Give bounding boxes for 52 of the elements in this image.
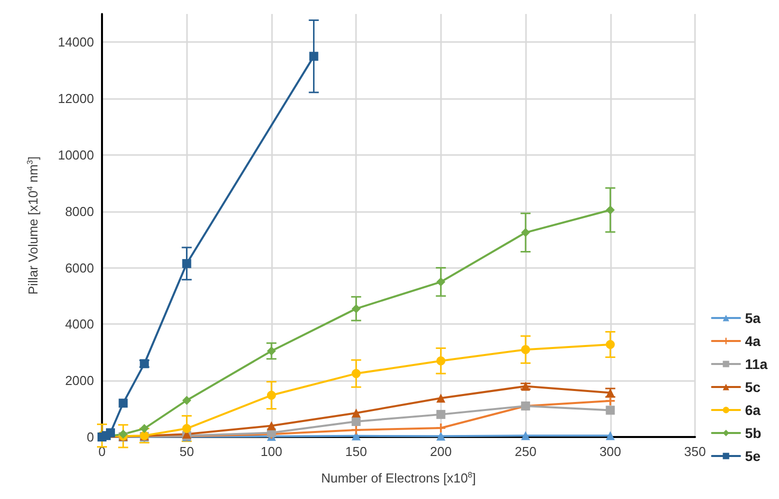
y-tick-label: 8000 xyxy=(65,204,94,219)
point xyxy=(140,424,149,434)
point xyxy=(352,304,361,314)
legend-label: 5a xyxy=(745,310,761,326)
point xyxy=(436,356,446,366)
point xyxy=(606,396,615,406)
y-tick-label: 10000 xyxy=(58,148,94,162)
x-tick-label: 50 xyxy=(179,444,194,459)
point xyxy=(352,369,361,378)
x-tick-label: 150 xyxy=(345,444,367,459)
point xyxy=(521,345,530,354)
x-tick-label: 300 xyxy=(599,444,622,459)
point xyxy=(436,277,446,286)
point xyxy=(106,428,115,438)
legend-label: 5e xyxy=(745,448,761,464)
y-tick-label: 0 xyxy=(86,430,94,444)
point xyxy=(606,431,615,440)
y-tick-label: 6000 xyxy=(65,260,94,276)
point xyxy=(436,394,446,403)
point xyxy=(309,52,318,61)
point xyxy=(352,425,361,434)
legend-label: 5b xyxy=(745,425,762,441)
point xyxy=(436,432,446,441)
y-tick-label: 4000 xyxy=(65,316,94,332)
x-tick-label: 350 xyxy=(684,444,706,459)
y-tick-label: 12000 xyxy=(58,91,94,106)
point xyxy=(436,423,446,432)
point xyxy=(521,431,530,440)
x-tick-label: 100 xyxy=(260,444,282,459)
legend-label: 5c xyxy=(745,379,761,395)
point xyxy=(266,421,276,430)
point xyxy=(606,340,615,349)
legend-label: 11a xyxy=(745,356,768,372)
point xyxy=(182,396,192,405)
x-tick-label: 200 xyxy=(430,444,452,459)
point xyxy=(606,406,615,415)
point xyxy=(118,398,128,408)
point xyxy=(352,416,361,426)
x-tick-label: 250 xyxy=(514,444,536,459)
legend-label: 6a xyxy=(745,402,761,418)
point xyxy=(352,408,361,418)
point xyxy=(436,410,446,419)
point xyxy=(521,228,530,238)
y-axis-title: Pillar Volume [x104 nm3] xyxy=(26,156,40,295)
y-tick-label: 2000 xyxy=(65,373,94,388)
point xyxy=(266,390,276,400)
y-tick-label: 14000 xyxy=(58,34,94,50)
point xyxy=(606,205,615,214)
legend-label: 4a xyxy=(745,333,761,349)
point xyxy=(266,346,276,356)
point xyxy=(182,424,192,434)
point xyxy=(182,259,192,268)
